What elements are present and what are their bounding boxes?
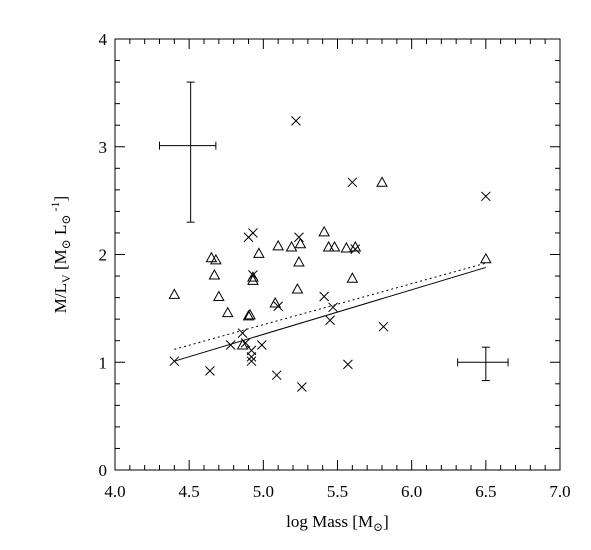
cross-point <box>240 338 251 348</box>
cross-point <box>205 366 215 376</box>
plot-frame <box>114 38 561 471</box>
y-axis-label-main: M/L <box>51 283 70 313</box>
y-axis-unit-sub1: ⊙ <box>59 239 73 249</box>
cross-point <box>246 356 257 367</box>
triangle-point <box>294 237 307 249</box>
y-tick-label: 4 <box>99 30 108 49</box>
x-tick-label: 5.0 <box>253 482 274 501</box>
y-axis-unit-open: [M <box>51 249 70 274</box>
cross-point <box>169 356 180 367</box>
x-axis-label-tail: ] <box>383 512 389 531</box>
x-tick-label: 7.0 <box>549 482 570 501</box>
cross-point <box>256 340 267 350</box>
triangle-point <box>168 288 181 299</box>
y-tick-label: 0 <box>99 461 108 480</box>
cross-point <box>248 270 258 280</box>
y-tick-label: 3 <box>99 138 108 157</box>
triangle-point <box>212 290 225 302</box>
y-axis-unit-mid: L <box>51 225 70 240</box>
triangle-point <box>340 242 353 253</box>
y-axis-ticks: 0 1 2 3 4 <box>99 30 560 480</box>
triangle-point <box>269 296 282 308</box>
fit-line-solid <box>174 266 486 362</box>
triangle-point <box>272 239 285 251</box>
y-axis-unit-sub2: ⊙ <box>59 214 73 224</box>
cross-point <box>271 370 282 381</box>
x-tick-label: 5.5 <box>327 482 348 501</box>
triangle-point <box>285 240 298 252</box>
error-bar <box>457 346 509 382</box>
cross-point <box>294 232 304 243</box>
x-axis-label-main: log Mass [M <box>286 512 373 531</box>
x-tick-label: 6.5 <box>475 482 496 501</box>
triangle-point <box>210 253 222 265</box>
y-axis-label-sub: V <box>59 274 73 283</box>
y-axis-unit-sup: -1 <box>48 201 62 214</box>
triangle-point <box>479 252 492 264</box>
cross-point <box>291 116 301 126</box>
triangle-point <box>242 309 255 321</box>
triangle-point <box>328 240 341 252</box>
x-tick-label: 6.0 <box>401 482 422 501</box>
y-tick-label: 1 <box>99 353 108 372</box>
cross-point <box>319 291 330 302</box>
triangle-point <box>236 338 249 350</box>
cross-point <box>378 321 389 332</box>
y-axis-unit-close: ] <box>51 196 70 202</box>
y-axis-label: M/LV [M⊙ L⊙ -1] <box>48 196 73 313</box>
cross-point <box>225 340 236 350</box>
triangle-point <box>376 176 388 187</box>
cross-point <box>246 345 257 356</box>
x-axis-label: log Mass [M⊙] <box>286 512 389 534</box>
cross-point <box>325 315 335 326</box>
x-axis-ticks: 4.0 4.5 5.0 5.5 6.0 6.5 7.0 <box>104 39 571 501</box>
y-tick-label: 2 <box>99 246 108 265</box>
triangle-point <box>346 272 359 283</box>
cross-point <box>248 228 258 238</box>
cross-point <box>297 382 307 392</box>
triangle-point <box>293 256 305 267</box>
triangle-point <box>247 274 259 285</box>
x-tick-label: 4.0 <box>104 482 125 501</box>
error-bar <box>159 81 217 223</box>
data-marks <box>159 81 509 392</box>
triangle-point <box>322 240 335 252</box>
fit-line-dotted <box>174 262 486 350</box>
triangle-point <box>318 225 330 237</box>
cross-point <box>347 177 358 188</box>
triangle-point <box>291 282 304 294</box>
x-tick-label: 4.5 <box>179 482 200 501</box>
cross-point <box>480 191 491 202</box>
triangle-point <box>205 251 218 263</box>
cross-point <box>237 328 248 339</box>
triangle-point <box>221 306 234 318</box>
cross-point <box>350 244 361 254</box>
triangle-point <box>208 268 221 280</box>
cross-point <box>273 301 284 312</box>
x-axis-label-sub: ⊙ <box>373 520 383 534</box>
cross-point <box>328 302 338 313</box>
cross-point <box>343 359 353 370</box>
triangle-point <box>244 308 256 320</box>
triangle-point <box>253 247 265 258</box>
triangle-point <box>247 271 259 282</box>
